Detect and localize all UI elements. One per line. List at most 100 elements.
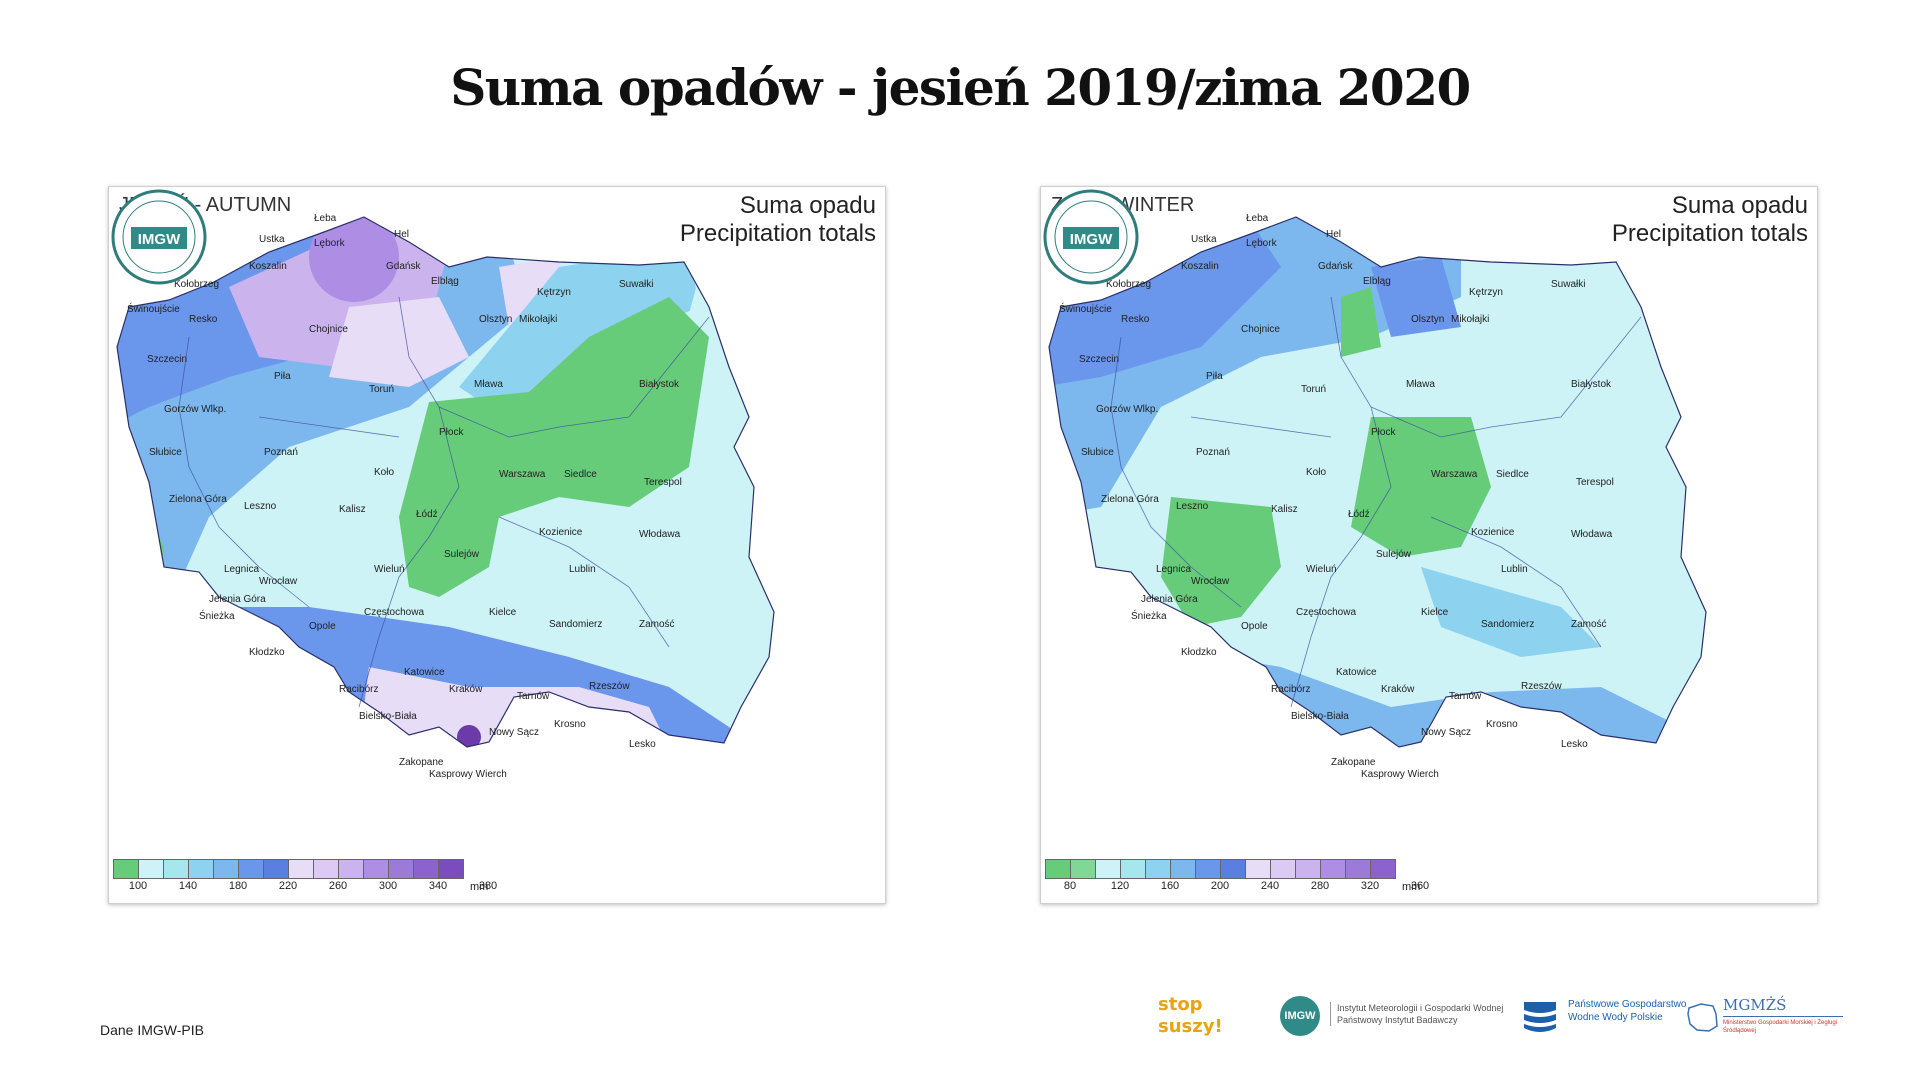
city-label: Sulejów bbox=[444, 549, 480, 560]
legend-tick: 200 bbox=[1210, 880, 1230, 892]
city-label: Łódź bbox=[1348, 509, 1370, 520]
city-label: Białystok bbox=[639, 379, 680, 390]
city-label: Sandomierz bbox=[549, 619, 602, 630]
city-label: Warszawa bbox=[1431, 469, 1478, 480]
city-label: Rzeszów bbox=[1521, 681, 1562, 692]
legend-swatch bbox=[263, 859, 289, 879]
legend-swatch bbox=[1170, 859, 1196, 879]
heading-polish: Suma opadu bbox=[1671, 192, 1808, 219]
city-label: Lębork bbox=[1246, 238, 1278, 249]
precip-zone-central-green bbox=[1351, 417, 1491, 557]
precip-zone-north-east bbox=[459, 247, 699, 407]
city-label: Tarnów bbox=[517, 691, 550, 702]
precip-zone-elblag bbox=[1371, 257, 1461, 337]
data-source-note: Dane IMGW-PIB bbox=[100, 1022, 204, 1038]
legend-swatch bbox=[1120, 859, 1146, 879]
legend-swatch bbox=[413, 859, 439, 879]
city-label: Łeba bbox=[1246, 213, 1269, 224]
city-label: Chojnice bbox=[1241, 324, 1280, 335]
city-label: Lębork bbox=[314, 238, 346, 249]
city-label: Toruń bbox=[1301, 384, 1326, 395]
legend-swatch bbox=[288, 859, 314, 879]
river-warta bbox=[1190, 416, 1332, 438]
river-network bbox=[178, 296, 710, 708]
city-label: Hel bbox=[394, 229, 409, 240]
city-label: Kętrzyn bbox=[1469, 287, 1503, 298]
city-label: Świnoujście bbox=[127, 302, 180, 315]
precip-zone-gdansk-green bbox=[1341, 287, 1381, 357]
legend-scale: 80 120 160 200 240 280 320 360 mm bbox=[1045, 859, 1465, 896]
city-markers: Łeba Hel Ustka Lębork Gdańsk Koszalin El… bbox=[127, 213, 682, 780]
wody-polskie-text: Państwowe Gospodarstwo Wodne Wody Polski… bbox=[1568, 999, 1687, 1023]
city-label: Chojnice bbox=[309, 324, 348, 335]
river-oder bbox=[1110, 336, 1242, 608]
legend-swatch bbox=[1070, 859, 1096, 879]
mgmzs-subtitle: Ministerstwo Gospodarki Morskiej i Żeglu… bbox=[1723, 1016, 1843, 1035]
legend-scale: 100 140 180 220 260 300 340 380 mm bbox=[113, 859, 533, 896]
city-label: Poznań bbox=[264, 447, 298, 458]
stop-suszy-line2: suszy! bbox=[1158, 1016, 1223, 1037]
legend-unit: mm bbox=[1402, 881, 1421, 893]
precip-zone-west-green bbox=[1161, 497, 1281, 627]
city-label: Olsztyn bbox=[479, 314, 512, 325]
map-panel-winter: Łeba Hel Ustka Lębork Gdańsk Koszalin El… bbox=[1040, 186, 1818, 904]
stop-suszy-line1: stop bbox=[1158, 994, 1203, 1015]
legend-swatch bbox=[363, 859, 389, 879]
city-label: Poznań bbox=[1196, 447, 1230, 458]
heading-english: Precipitation totals bbox=[1611, 220, 1808, 247]
legend-swatch bbox=[313, 859, 339, 879]
legend-swatch bbox=[1045, 859, 1071, 879]
city-label: Racibórz bbox=[339, 684, 378, 695]
city-label: Lesko bbox=[1561, 739, 1588, 750]
precip-zone-lavender bbox=[329, 297, 469, 387]
city-label: Kraków bbox=[449, 684, 483, 695]
precipitation-map-winter: Łeba Hel Ustka Lębork Gdańsk Koszalin El… bbox=[1048, 213, 1707, 780]
city-label: Śnieżka bbox=[1131, 609, 1167, 622]
country-border bbox=[116, 216, 775, 748]
legend-tick: 380 bbox=[478, 880, 498, 892]
legend-tick: 240 bbox=[1260, 880, 1280, 892]
poland-outline-icon bbox=[1687, 1003, 1718, 1032]
city-label: Włodawa bbox=[639, 529, 681, 540]
city-label: Śnieżka bbox=[199, 609, 235, 622]
city-label: Sandomierz bbox=[1481, 619, 1534, 630]
city-label: Terespol bbox=[644, 477, 682, 488]
legend-swatch bbox=[213, 859, 239, 879]
city-label: Częstochowa bbox=[364, 607, 424, 618]
city-label: Lesko bbox=[629, 739, 656, 750]
legend-swatch bbox=[388, 859, 414, 879]
city-label: Bielsko-Biała bbox=[359, 711, 417, 722]
legend-tick: 320 bbox=[1360, 880, 1380, 892]
heading-polish: Suma opadu bbox=[739, 192, 876, 219]
city-label: Suwałki bbox=[1551, 279, 1585, 290]
city-label: Piła bbox=[274, 371, 291, 382]
legend-tick: 120 bbox=[1110, 880, 1130, 892]
city-label: Legnica bbox=[224, 564, 259, 575]
river-warta bbox=[258, 416, 400, 438]
city-label: Krosno bbox=[554, 719, 586, 730]
city-label: Wieluń bbox=[1306, 564, 1337, 575]
city-label: Płock bbox=[1371, 427, 1396, 438]
city-label: Mława bbox=[1406, 379, 1435, 390]
city-label: Siedlce bbox=[1496, 469, 1529, 480]
city-label: Ustka bbox=[259, 234, 285, 245]
country-border bbox=[1048, 216, 1707, 748]
map-heading: Suma opadu Precipitation totals bbox=[1612, 192, 1808, 248]
city-label: Kozienice bbox=[1471, 527, 1515, 538]
city-label: Kielce bbox=[1421, 607, 1449, 618]
precip-zone-violet bbox=[309, 217, 399, 302]
city-label: Terespol bbox=[1576, 477, 1614, 488]
stop-suszy-logo: stop suszy! bbox=[1158, 994, 1223, 1038]
legend-ticks: 100 140 180 220 260 300 340 380 bbox=[113, 880, 533, 896]
legend-tick: 80 bbox=[1063, 880, 1077, 892]
city-label: Zielona Góra bbox=[169, 494, 227, 505]
legend-swatch bbox=[1345, 859, 1371, 879]
city-label: Leszno bbox=[1176, 501, 1209, 512]
logo-text: IMGW bbox=[138, 231, 181, 248]
city-label: Kalisz bbox=[339, 504, 366, 515]
legend-tick: 300 bbox=[378, 880, 398, 892]
city-label: Piła bbox=[1206, 371, 1223, 382]
city-label: Elbląg bbox=[1363, 276, 1391, 287]
city-label: Białystok bbox=[1571, 379, 1612, 390]
river-network bbox=[1110, 296, 1642, 708]
